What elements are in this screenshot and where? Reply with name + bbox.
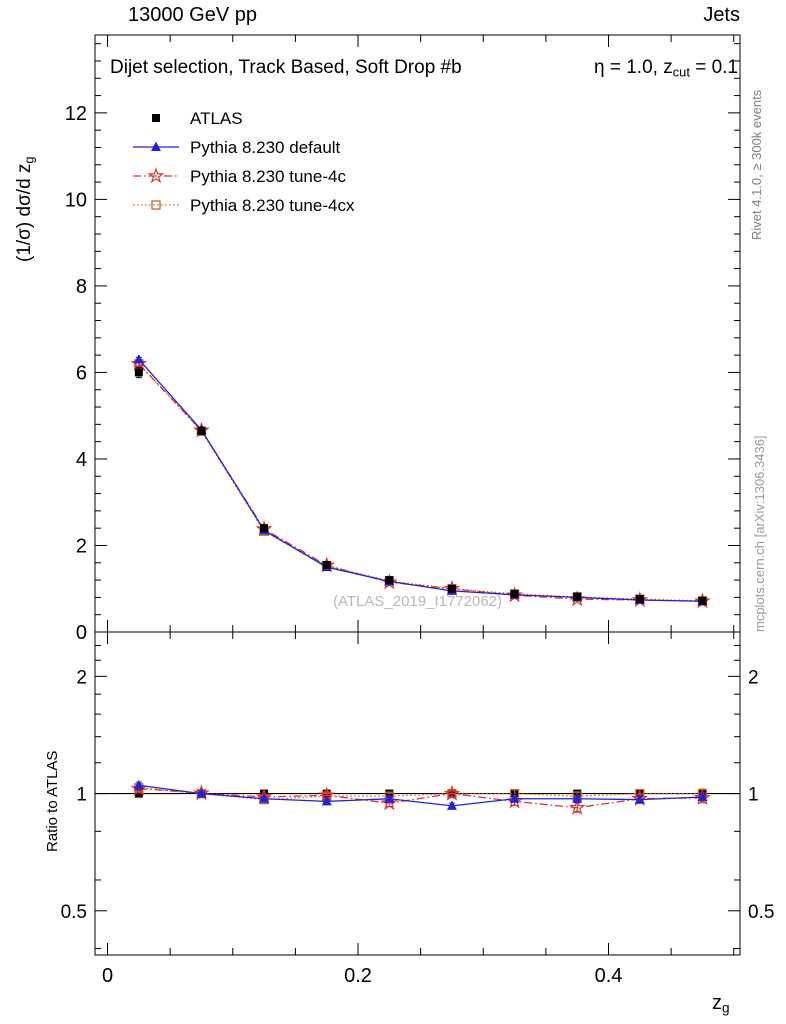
svg-text:0.5: 0.5: [61, 902, 87, 923]
watermark: (ATLAS_2019_I1772062): [332, 593, 502, 610]
svg-text:8: 8: [76, 276, 87, 298]
rivet-version-note: Rivet 4.1.0, ≥ 300k events: [749, 89, 764, 240]
svg-text:0: 0: [76, 622, 87, 644]
header: 13000 GeV pp Jets: [95, 4, 740, 27]
plot-title-params: η = 1.0, zcut = 0.1: [594, 57, 738, 80]
plot-title: Dijet selection, Track Based, Soft Drop …: [110, 57, 738, 80]
svg-text:1: 1: [748, 785, 759, 806]
svg-text:Pythia 8.230 tune-4cx: Pythia 8.230 tune-4cx: [190, 196, 355, 215]
svg-text:12: 12: [65, 103, 87, 125]
svg-text:ATLAS: ATLAS: [190, 109, 243, 128]
svg-text:0.2: 0.2: [344, 965, 372, 987]
svg-text:10: 10: [65, 189, 87, 211]
y-axis-title: (1/σ) dσ/d zg: [14, 156, 37, 262]
svg-text:1: 1: [76, 785, 87, 806]
svg-text:2: 2: [748, 667, 759, 688]
x-axis-title: zg: [712, 992, 730, 1016]
beam-energy-label: 13000 GeV pp: [128, 4, 257, 26]
svg-text:0.4: 0.4: [595, 965, 623, 987]
svg-text:Pythia 8.230 default: Pythia 8.230 default: [190, 138, 341, 157]
svg-text:0.5: 0.5: [748, 902, 774, 923]
svg-text:2: 2: [76, 535, 87, 557]
process-label: Jets: [703, 4, 740, 26]
ratio-panel-series: [95, 779, 740, 815]
plot-title-selection: Dijet selection, Track Based, Soft Drop …: [110, 57, 462, 78]
mcplots-reference-note: mcplots.cern.ch [arXiv:1306.3436]: [752, 435, 767, 632]
legend: ATLAS Pythia 8.230 default Pythia 8.230 tu…: [133, 109, 355, 215]
svg-text:2: 2: [76, 667, 87, 688]
ratio-axis-title: Ratio to ATLAS: [44, 750, 61, 852]
main-panel-series: [130, 353, 711, 609]
svg-text:6: 6: [76, 362, 87, 384]
svg-text:Pythia 8.230 tune-4c: Pythia 8.230 tune-4c: [190, 167, 346, 186]
svg-text:0: 0: [102, 965, 113, 987]
svg-text:4: 4: [76, 449, 87, 471]
